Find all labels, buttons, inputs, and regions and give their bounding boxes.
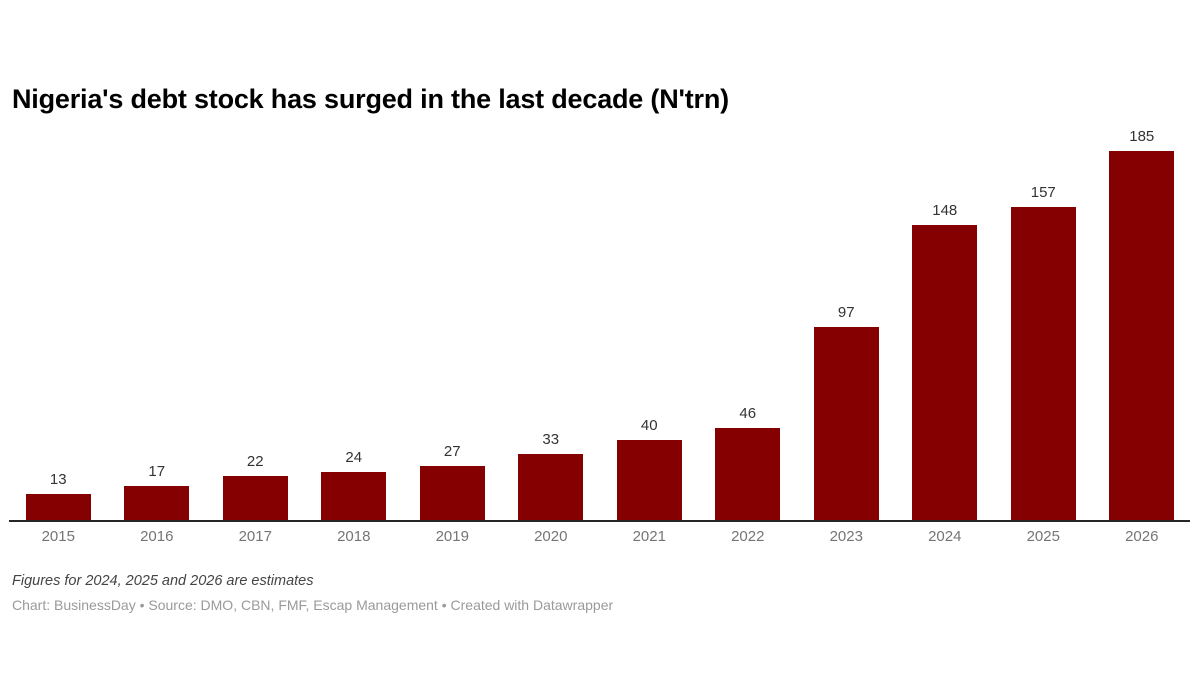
chart-attribution: Chart: BusinessDay • Source: DMO, CBN, F…	[12, 597, 614, 613]
x-tick-label: 2021	[632, 528, 666, 545]
bar-value-label: 40	[640, 417, 658, 434]
bar-column: 22	[206, 126, 305, 520]
bar-value-label: 185	[1129, 128, 1155, 145]
bar-column: 24	[305, 126, 404, 520]
chart-note: Figures for 2024, 2025 and 2026 are esti…	[12, 573, 314, 589]
bar-column: 185	[1093, 126, 1192, 520]
bar-column: 148	[896, 126, 995, 520]
bar	[912, 225, 978, 520]
bar-value-label: 33	[542, 431, 560, 448]
bar	[1109, 151, 1175, 520]
bar-column: 33	[502, 126, 601, 520]
bar-plot-area: 13 17 22 24 27 33 40 46 97 148 157 185	[9, 126, 1191, 520]
x-axis-tick-labels: 2015 2016 2017 2018 2019 2020 2021 2022 2023 2024…	[9, 528, 1191, 545]
bar-value-label: 157	[1030, 184, 1056, 201]
bar-value-label: 148	[932, 202, 958, 219]
bar	[222, 476, 288, 520]
bar-column: 17	[108, 126, 207, 520]
bar-value-label: 27	[443, 443, 461, 460]
x-tick-label: 2019	[435, 528, 469, 545]
bar-column: 157	[994, 126, 1093, 520]
bar	[715, 428, 781, 520]
x-tick-label: 2018	[337, 528, 371, 545]
bar-value-label: 13	[49, 471, 67, 488]
bar-column: 13	[9, 126, 108, 520]
x-tick-label: 2017	[238, 528, 272, 545]
x-tick-label: 2020	[534, 528, 568, 545]
bar	[1010, 207, 1076, 520]
bar-value-label: 22	[246, 453, 264, 470]
bar-value-label: 97	[837, 304, 855, 321]
bar	[25, 494, 91, 520]
x-axis-line	[9, 520, 1190, 522]
bar-value-label: 46	[739, 405, 757, 422]
x-tick-label: 2022	[731, 528, 765, 545]
x-tick-label: 2025	[1026, 528, 1060, 545]
bar	[321, 472, 387, 520]
x-tick-label: 2023	[829, 528, 863, 545]
bar-column: 97	[797, 126, 896, 520]
bar-column: 27	[403, 126, 502, 520]
x-tick-label: 2016	[140, 528, 174, 545]
bar-value-label: 17	[148, 463, 166, 480]
bar-column: 40	[600, 126, 699, 520]
bar	[813, 327, 879, 520]
bar	[124, 486, 190, 520]
bar-column: 46	[699, 126, 798, 520]
bar	[419, 466, 485, 520]
bar-value-label: 24	[345, 449, 363, 466]
x-tick-label: 2024	[928, 528, 962, 545]
bar	[616, 440, 682, 520]
x-tick-label: 2015	[41, 528, 75, 545]
chart-title: Nigeria's debt stock has surged in the l…	[12, 84, 729, 114]
x-tick-label: 2026	[1125, 528, 1159, 545]
bar	[518, 454, 584, 520]
